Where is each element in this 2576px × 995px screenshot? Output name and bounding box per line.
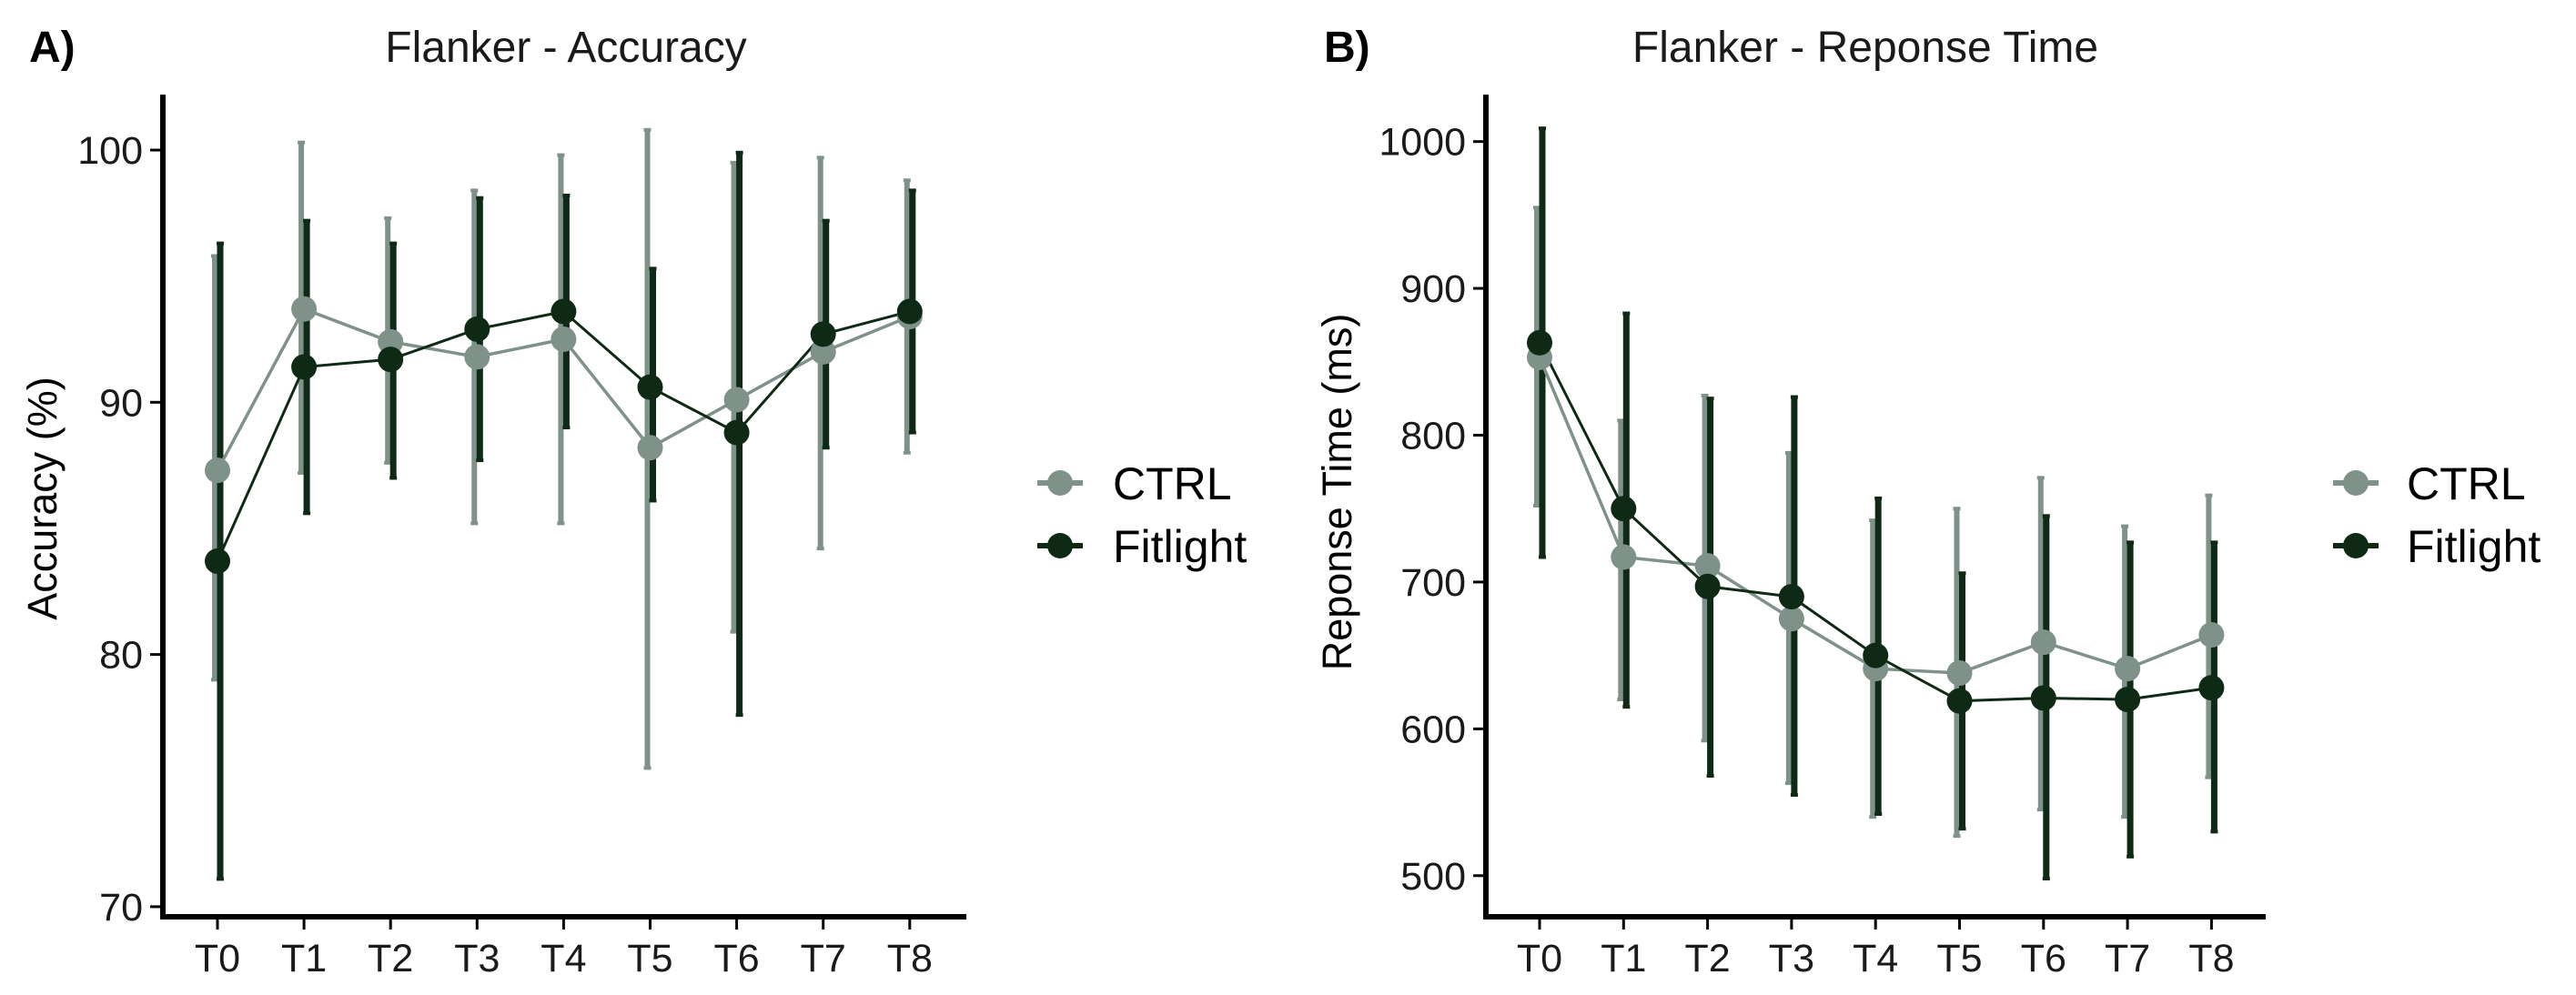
panel-b-x-tick-label-t7: T7 bbox=[2105, 937, 2150, 980]
panel-b-y-tick-label: 500 bbox=[1400, 855, 1466, 899]
panel-b-error-bars bbox=[1533, 126, 2218, 881]
legend-ctrl-marker bbox=[2343, 470, 2369, 496]
panel-b-x-tick-label-t5: T5 bbox=[1936, 937, 1982, 980]
panel-a-point-ctrl-t3 bbox=[464, 344, 490, 370]
legend-ctrl-label: CTRL bbox=[1113, 458, 1232, 509]
panel-a-point-fitlight-t0 bbox=[205, 548, 230, 575]
panel-a-legend-ctrl: CTRL bbox=[1037, 458, 1232, 509]
panel-b-point-fitlight-t0 bbox=[1527, 329, 1552, 356]
panel-a-y-ticks: 70 80 90 100 bbox=[77, 129, 163, 930]
panel-b-point-ctrl-t2 bbox=[1694, 553, 1721, 579]
panel-b-point-fitlight-t5 bbox=[1946, 688, 1973, 714]
panel-b-legend-ctrl: CTRL bbox=[2333, 458, 2526, 509]
panel-a-point-ctrl-t7 bbox=[810, 338, 836, 365]
panel-b-point-ctrl-t7 bbox=[2115, 656, 2141, 682]
panel-a-point-ctrl-t0 bbox=[205, 457, 230, 484]
panel-b-title: Flanker - Reponse Time bbox=[1632, 24, 2098, 72]
legend-fitlight-marker bbox=[1047, 533, 1073, 558]
legend-fitlight-label: Fitlight bbox=[1113, 521, 1247, 572]
panel-a-legend-fitlight: Fitlight bbox=[1037, 521, 1247, 572]
panel-a-legend: CTRL Fitlight bbox=[1037, 458, 1247, 572]
panel-b-y-ticks: 500 600 700 800 900 1000 bbox=[1379, 121, 1486, 899]
panel-a-point-fitlight-t5 bbox=[637, 374, 663, 400]
panel-b-x-tick-label-t6: T6 bbox=[2021, 937, 2066, 980]
panel-b-y-tick-label: 1000 bbox=[1379, 121, 1466, 165]
panel-b-y-tick-label: 600 bbox=[1400, 708, 1466, 751]
panel-b-y-tick-label: 800 bbox=[1400, 415, 1466, 458]
panel-b-x-tick-label-t1: T1 bbox=[1601, 937, 1646, 980]
panel-b-legend: CTRL Fitlight bbox=[2333, 458, 2541, 572]
panel-a-point-ctrl-t1 bbox=[291, 296, 318, 322]
panel-b-x-tick-label-t2: T2 bbox=[1685, 937, 1731, 980]
panel-a-x-tick-label-t5: T5 bbox=[627, 937, 672, 980]
panel-b-point-ctrl-t8 bbox=[2198, 622, 2225, 648]
panel-a-points bbox=[205, 296, 923, 575]
panel-b-point-fitlight-t6 bbox=[2030, 685, 2056, 711]
panel-b-x-tick-label-t0: T0 bbox=[1517, 937, 1562, 980]
panel-a-point-ctrl-t2 bbox=[378, 328, 404, 355]
panel-b-point-ctrl-t6 bbox=[2030, 629, 2056, 656]
panel-a-point-fitlight-t6 bbox=[723, 419, 750, 446]
panel-b-x-tick-label-t8: T8 bbox=[2188, 937, 2234, 980]
panel-a-x-tick-label-t2: T2 bbox=[368, 937, 413, 980]
panel-a-point-fitlight-t3 bbox=[464, 316, 490, 342]
panel-a-point-fitlight-t1 bbox=[291, 354, 318, 380]
panel-b-x-tick-label-t4: T4 bbox=[1853, 937, 1898, 980]
panel-b-point-fitlight-t3 bbox=[1778, 584, 1804, 610]
panel-a-point-ctrl-t6 bbox=[723, 387, 750, 413]
panel-a-y-tick-label: 80 bbox=[99, 634, 143, 678]
legend-fitlight-label: Fitlight bbox=[2407, 521, 2541, 572]
panel-b-response-time: B) Flanker - Reponse Time Reponse Time (… bbox=[1314, 24, 2541, 980]
legend-ctrl-marker bbox=[1047, 470, 1073, 496]
panel-a-title: Flanker - Accuracy bbox=[385, 24, 746, 72]
panel-a-y-tick-label: 90 bbox=[99, 381, 143, 425]
panel-a-accuracy: A) Flanker - Accuracy Accuracy (%) 70 80 9… bbox=[19, 24, 1247, 980]
panel-a-point-fitlight-t4 bbox=[551, 298, 577, 325]
panel-a-x-tick-label-t1: T1 bbox=[281, 937, 327, 980]
panel-b-legend-fitlight: Fitlight bbox=[2333, 521, 2541, 572]
panel-a-x-tick-label-t8: T8 bbox=[887, 937, 933, 980]
panel-a-y-tick-label: 70 bbox=[99, 886, 143, 930]
panel-a-x-tick-label-t7: T7 bbox=[801, 937, 846, 980]
panel-b-letter: B) bbox=[1324, 24, 1370, 72]
panel-a-x-tick-label-t4: T4 bbox=[540, 937, 586, 980]
panel-a-y-tick-label: 100 bbox=[77, 129, 143, 173]
panel-a-x-ticks: T0 T1 T2 T3 T4 T5 T6 T7 T8 bbox=[195, 917, 933, 980]
panel-b-y-tick-label: 700 bbox=[1400, 561, 1466, 605]
panel-a-x-tick-label-t3: T3 bbox=[454, 937, 500, 980]
legend-ctrl-label: CTRL bbox=[2407, 458, 2526, 509]
panel-a-point-fitlight-t2 bbox=[378, 347, 404, 373]
panel-a-point-fitlight-t7 bbox=[810, 321, 836, 347]
panel-a-point-fitlight-t8 bbox=[896, 298, 923, 325]
panel-b-y-axis-label: Reponse Time (ms) bbox=[1314, 314, 1360, 671]
panel-a-x-tick-label-t6: T6 bbox=[714, 937, 760, 980]
panel-a-y-axis-label: Accuracy (%) bbox=[19, 377, 66, 620]
panel-a-point-ctrl-t4 bbox=[551, 326, 577, 352]
panel-b-point-fitlight-t7 bbox=[2115, 687, 2141, 713]
panel-b-points bbox=[1527, 329, 2225, 714]
panel-a-point-ctrl-t5 bbox=[637, 435, 663, 461]
panel-b-y-tick-label: 900 bbox=[1400, 267, 1466, 311]
panel-b-point-ctrl-t5 bbox=[1946, 660, 1973, 687]
panel-a-letter: A) bbox=[29, 24, 76, 72]
panel-b-x-ticks: T0 T1 T2 T3 T4 T5 T6 T7 T8 bbox=[1517, 917, 2234, 980]
legend-fitlight-marker bbox=[2343, 533, 2369, 558]
panel-a-x-tick-label-t0: T0 bbox=[195, 937, 240, 980]
panel-b-point-fitlight-t8 bbox=[2198, 675, 2225, 701]
panel-b-point-ctrl-t3 bbox=[1778, 606, 1804, 632]
panel-b-point-fitlight-t1 bbox=[1611, 496, 1637, 522]
panel-b-point-fitlight-t2 bbox=[1694, 573, 1721, 599]
panel-b-x-tick-label-t3: T3 bbox=[1769, 937, 1814, 980]
panel-b-point-fitlight-t4 bbox=[1863, 642, 1889, 668]
panel-a-error-bars bbox=[211, 127, 916, 881]
panel-b-point-ctrl-t1 bbox=[1611, 544, 1637, 570]
